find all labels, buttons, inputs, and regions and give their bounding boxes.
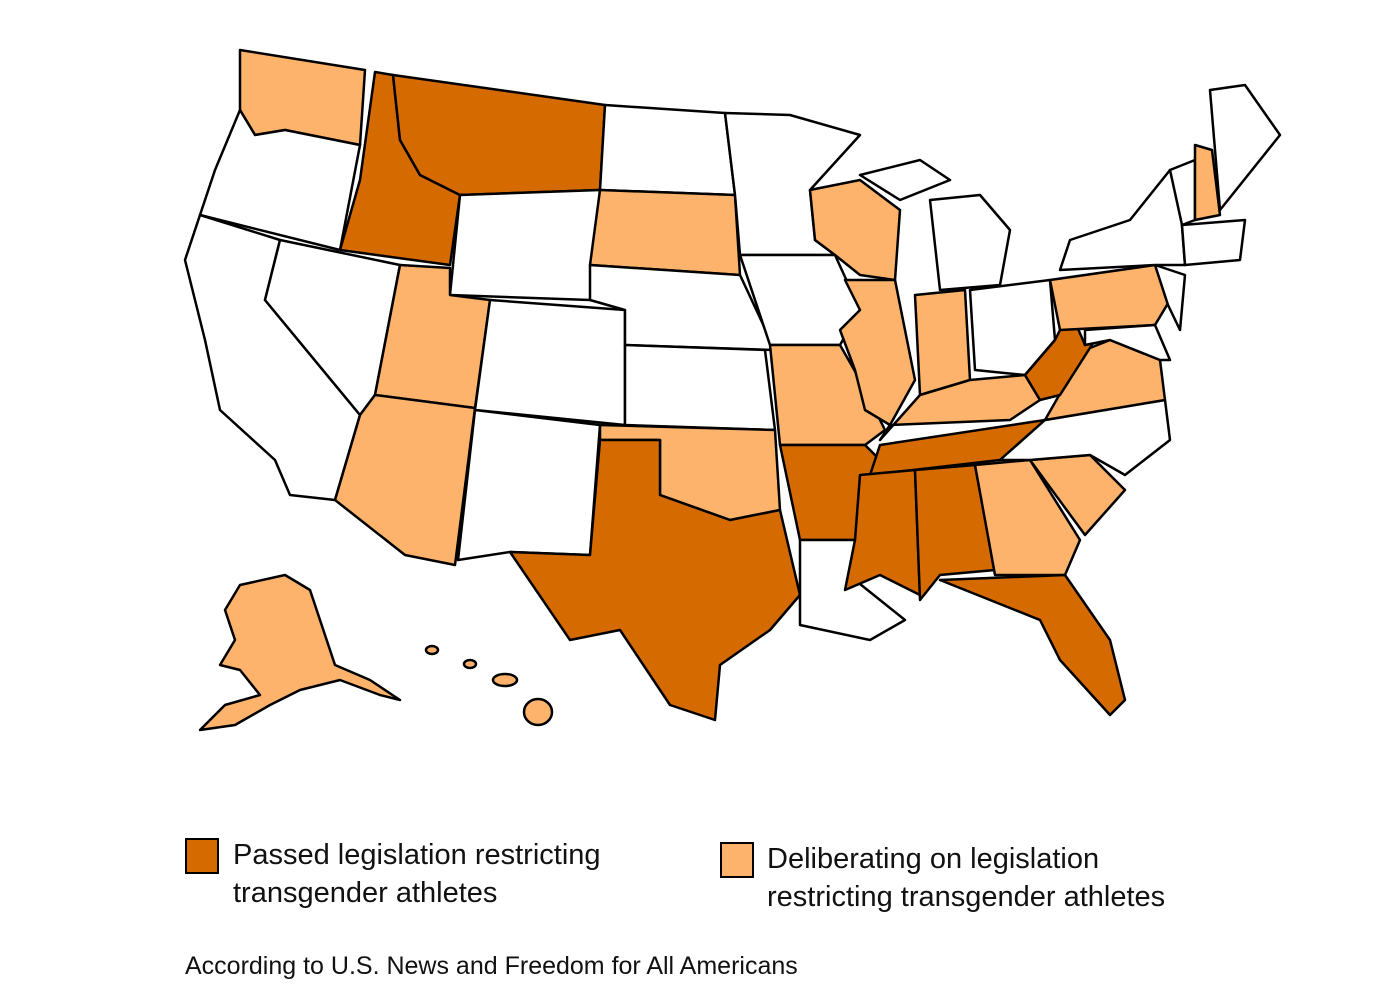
state [1048,263,1172,332]
state [473,298,627,427]
state [456,408,602,562]
state [391,73,607,197]
us-map [183,48,1282,732]
state [858,158,952,202]
state [913,463,997,602]
state [838,278,917,427]
state [448,188,602,302]
state [508,438,802,722]
state [238,48,367,147]
state [938,573,1127,717]
state [1083,323,1172,362]
state [808,178,902,282]
state [424,644,440,656]
legend-label: Deliberating on legislation restricting … [767,843,1166,913]
state [198,108,362,252]
state [1153,263,1187,332]
source-note: According to U.S. News and Freedom for A… [185,952,798,980]
state [1058,168,1187,272]
state [598,103,737,197]
state [198,573,402,732]
state [588,188,742,277]
state [462,658,478,670]
legend-swatch [185,838,219,874]
state [623,343,777,432]
state [1208,83,1282,212]
state [522,697,554,727]
state [928,193,1012,292]
state [1180,218,1247,267]
state [913,288,972,397]
legend-swatch [720,842,754,878]
state [491,672,519,688]
legend-label: Passed legislation restricting transgend… [233,839,601,909]
state [1193,143,1222,222]
